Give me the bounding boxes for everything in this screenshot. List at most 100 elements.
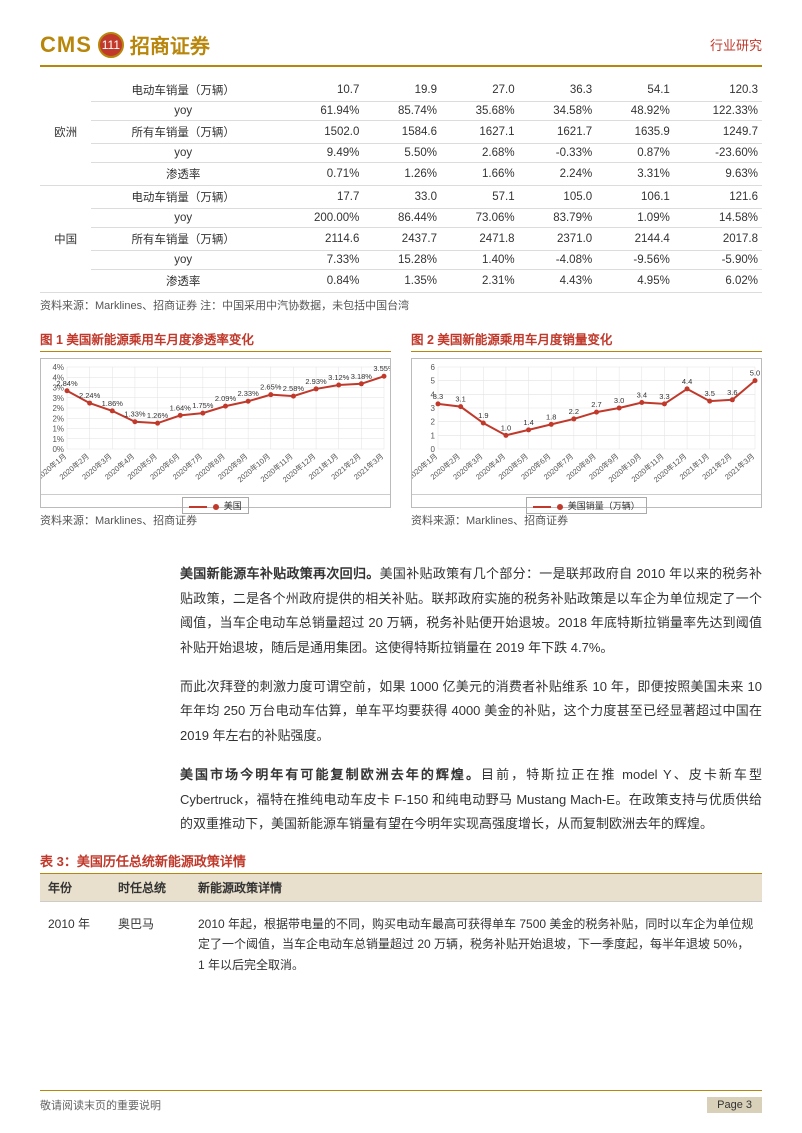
table3-title: 表 3：美国历任总统新能源政策详情 bbox=[40, 851, 762, 874]
table-cell: 2017.8 bbox=[674, 228, 762, 251]
policy-header: 时任总统 bbox=[110, 874, 190, 902]
table-cell: 1.40% bbox=[441, 251, 519, 270]
table-cell: -9.56% bbox=[596, 251, 674, 270]
chart2-box: 01234562020年1月2020年2月2020年3月2020年4月2020年… bbox=[411, 358, 762, 508]
metric-label: 渗透率 bbox=[91, 270, 275, 293]
policy-header: 年份 bbox=[40, 874, 110, 902]
svg-text:3%: 3% bbox=[52, 394, 64, 403]
table-cell: 105.0 bbox=[519, 186, 597, 209]
svg-text:2.24%: 2.24% bbox=[79, 391, 101, 400]
metric-label: 电动车销量（万辆） bbox=[91, 186, 275, 209]
table-cell: -0.33% bbox=[519, 144, 597, 163]
svg-text:5.0: 5.0 bbox=[750, 369, 760, 378]
svg-text:3.55%: 3.55% bbox=[373, 364, 390, 373]
table-cell: 73.06% bbox=[441, 209, 519, 228]
svg-text:1.86%: 1.86% bbox=[102, 399, 124, 408]
table-cell: 5.50% bbox=[363, 144, 441, 163]
table-cell: 4.95% bbox=[596, 270, 674, 293]
logo-text-cms: CMS bbox=[40, 32, 92, 58]
table-cell: 2.68% bbox=[441, 144, 519, 163]
table-cell: 2371.0 bbox=[519, 228, 597, 251]
table-cell: 1249.7 bbox=[674, 121, 762, 144]
table-cell: 200.00% bbox=[275, 209, 363, 228]
svg-text:2: 2 bbox=[431, 418, 436, 427]
table-cell: 1502.0 bbox=[275, 121, 363, 144]
svg-text:3.3: 3.3 bbox=[659, 392, 669, 401]
charts-row: 图 1 美国新能源乘用车月度渗透率变化 0%1%1%2%2%3%3%4%4%20… bbox=[40, 329, 762, 544]
table-cell: 2.24% bbox=[519, 163, 597, 186]
table-cell: 3.31% bbox=[596, 163, 674, 186]
metric-label: yoy bbox=[91, 144, 275, 163]
paragraph-2: 而此次拜登的刺激力度可谓空前，如果 1000 亿美元的消费者补贴维系 10 年，… bbox=[180, 675, 762, 749]
metric-label: 所有车销量（万辆） bbox=[91, 121, 275, 144]
metric-label: yoy bbox=[91, 209, 275, 228]
svg-text:1%: 1% bbox=[52, 425, 64, 434]
svg-text:2%: 2% bbox=[52, 404, 64, 413]
table-cell: 85.74% bbox=[363, 102, 441, 121]
chart1-block: 图 1 美国新能源乘用车月度渗透率变化 0%1%1%2%2%3%3%4%4%20… bbox=[40, 329, 391, 544]
svg-text:4%: 4% bbox=[52, 363, 64, 372]
table-cell: 34.58% bbox=[519, 102, 597, 121]
table-cell: 1.09% bbox=[596, 209, 674, 228]
table1-source: 资料来源：Marklines、招商证券 注：中国采用中汽协数据，未包括中国台湾 bbox=[40, 297, 762, 313]
table-cell: 57.1 bbox=[441, 186, 519, 209]
svg-text:1.33%: 1.33% bbox=[124, 410, 146, 419]
table-cell: 9.63% bbox=[674, 163, 762, 186]
table-cell: 106.1 bbox=[596, 186, 674, 209]
logo-badge-icon: 111 bbox=[98, 32, 124, 58]
table-cell: -23.60% bbox=[674, 144, 762, 163]
svg-text:3.6: 3.6 bbox=[727, 388, 737, 397]
policy-table: 年份时任总统新能源政策详情2010 年奥巴马2010 年起，根据带电量的不同，购… bbox=[40, 874, 762, 987]
svg-text:1.64%: 1.64% bbox=[170, 403, 192, 412]
table-cell: 0.84% bbox=[275, 270, 363, 293]
svg-text:3: 3 bbox=[431, 404, 436, 413]
table-cell: 35.68% bbox=[441, 102, 519, 121]
page-footer: 敬请阅读末页的重要说明 Page 3 bbox=[40, 1090, 762, 1113]
table-cell: 1.66% bbox=[441, 163, 519, 186]
table-cell: 10.7 bbox=[275, 79, 363, 102]
table-cell: 17.7 bbox=[275, 186, 363, 209]
svg-text:3.1: 3.1 bbox=[455, 395, 465, 404]
svg-text:2.09%: 2.09% bbox=[215, 394, 237, 403]
policy-cell: 2010 年起，根据带电量的不同，购买电动车最高可获得单车 7500 美金的税务… bbox=[190, 901, 762, 987]
table-cell: 14.58% bbox=[674, 209, 762, 228]
svg-text:3.4: 3.4 bbox=[637, 391, 647, 400]
svg-text:1.75%: 1.75% bbox=[192, 401, 214, 410]
chart1-box: 0%1%1%2%2%3%3%4%4%2020年1月2020年2月2020年3月2… bbox=[40, 358, 391, 508]
svg-text:3.5: 3.5 bbox=[704, 389, 714, 398]
table-cell: 2114.6 bbox=[275, 228, 363, 251]
table-cell: 1627.1 bbox=[441, 121, 519, 144]
svg-text:4.4: 4.4 bbox=[682, 377, 692, 386]
metric-label: yoy bbox=[91, 102, 275, 121]
chart-legend: 美国 bbox=[41, 494, 390, 516]
table-cell: 15.28% bbox=[363, 251, 441, 270]
svg-text:6: 6 bbox=[431, 363, 436, 372]
policy-cell: 2010 年 bbox=[40, 901, 110, 987]
table-cell: 1.35% bbox=[363, 270, 441, 293]
table-cell: 0.87% bbox=[596, 144, 674, 163]
table-cell: 121.6 bbox=[674, 186, 762, 209]
footer-note: 敬请阅读末页的重要说明 bbox=[40, 1097, 161, 1113]
chart2-block: 图 2 美国新能源乘用车月度销量变化 01234562020年1月2020年2月… bbox=[411, 329, 762, 544]
body-text: 美国新能源车补贴政策再次回归。美国补贴政策有几个部分：一是联邦政府自 2010 … bbox=[40, 562, 762, 837]
table-cell: 7.33% bbox=[275, 251, 363, 270]
table-cell: 1.26% bbox=[363, 163, 441, 186]
svg-text:1%: 1% bbox=[52, 435, 64, 444]
table-cell: 36.3 bbox=[519, 79, 597, 102]
table-cell: 86.44% bbox=[363, 209, 441, 228]
svg-text:3.3: 3.3 bbox=[433, 392, 443, 401]
table-cell: -5.90% bbox=[674, 251, 762, 270]
table-cell: 48.92% bbox=[596, 102, 674, 121]
metric-label: yoy bbox=[91, 251, 275, 270]
chart2-title: 图 2 美国新能源乘用车月度销量变化 bbox=[411, 329, 762, 352]
paragraph-1: 美国新能源车补贴政策再次回归。美国补贴政策有几个部分：一是联邦政府自 2010 … bbox=[180, 562, 762, 661]
table-cell: -4.08% bbox=[519, 251, 597, 270]
svg-text:1.8: 1.8 bbox=[546, 412, 556, 421]
table-cell: 2144.4 bbox=[596, 228, 674, 251]
table-cell: 83.79% bbox=[519, 209, 597, 228]
region-cell: 欧洲 bbox=[40, 79, 91, 186]
svg-text:2.33%: 2.33% bbox=[238, 389, 260, 398]
svg-text:1: 1 bbox=[431, 431, 436, 440]
table-cell: 61.94% bbox=[275, 102, 363, 121]
svg-text:2%: 2% bbox=[52, 414, 64, 423]
